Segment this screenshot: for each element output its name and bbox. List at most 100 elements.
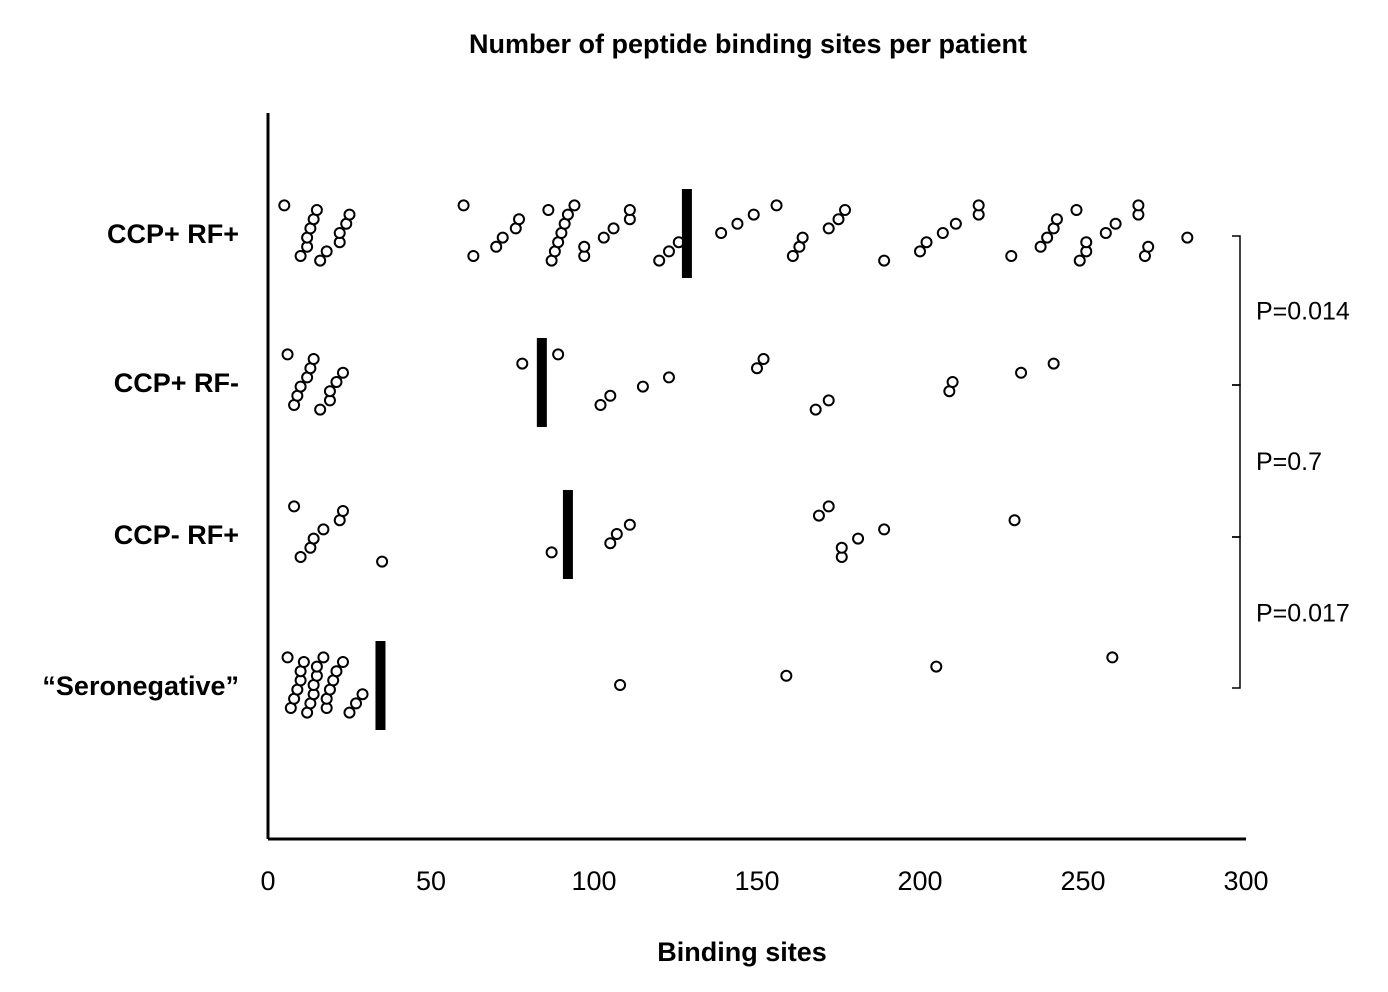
data-point <box>314 403 327 416</box>
data-point <box>310 204 323 216</box>
category-label: “Seronegative” <box>42 671 239 701</box>
median-bar <box>681 189 692 278</box>
data-point <box>930 660 943 673</box>
data-point <box>852 532 865 545</box>
data-point <box>294 250 307 262</box>
data-point <box>796 231 809 244</box>
data-point <box>294 380 307 393</box>
data-point <box>1070 204 1083 216</box>
data-point <box>516 357 529 370</box>
x-tick-label: 100 <box>571 866 616 896</box>
data-point <box>812 509 825 522</box>
data-point <box>323 385 336 398</box>
data-point <box>1047 357 1060 370</box>
data-point <box>1034 240 1047 253</box>
data-point <box>1181 231 1194 244</box>
data-point <box>317 523 330 536</box>
data-point <box>457 199 470 212</box>
data-point <box>972 199 985 212</box>
data-point <box>835 541 848 554</box>
x-tick-label: 50 <box>416 866 446 896</box>
data-point <box>780 669 793 682</box>
data-point <box>623 204 636 216</box>
data-point <box>878 254 891 267</box>
data-point <box>751 362 763 375</box>
data-point <box>1080 236 1093 249</box>
data-point <box>1132 199 1145 212</box>
data-point <box>561 208 574 221</box>
data-point <box>513 213 526 226</box>
data-point <box>662 245 675 258</box>
data-point <box>604 389 617 402</box>
data-point <box>294 551 307 563</box>
x-tick-labels: 0 50 100 150 200 250 300 <box>260 866 1268 896</box>
data-point <box>607 222 620 235</box>
data-point <box>333 227 346 239</box>
data-point <box>330 665 343 678</box>
category-label: CCP+ RF+ <box>107 219 239 249</box>
x-tick-label: 0 <box>260 866 275 896</box>
data-point <box>809 403 822 416</box>
data-point <box>568 199 581 212</box>
data-point <box>822 394 835 407</box>
data-point <box>594 399 607 411</box>
x-tick-label: 250 <box>1060 866 1105 896</box>
data-point <box>1041 231 1054 244</box>
median-bars <box>375 189 692 730</box>
data-point <box>770 199 783 212</box>
data-point <box>356 688 369 701</box>
data-point <box>278 199 291 212</box>
median-bar <box>536 338 547 427</box>
data-point <box>1109 217 1122 230</box>
data-point <box>496 231 509 244</box>
data-point <box>281 651 294 664</box>
data-point <box>288 500 301 513</box>
category-labels: CCP+ RF+ CCP+ RF- CCP- RF+ “Seronegative” <box>42 219 239 701</box>
data-point <box>467 250 480 262</box>
data-point <box>949 217 962 230</box>
significance-bracket <box>1232 384 1241 538</box>
data-point <box>822 222 835 235</box>
data-point <box>314 254 327 267</box>
category-label: CCP+ RF- <box>114 368 239 398</box>
data-point <box>1015 366 1028 379</box>
data-point <box>578 240 591 253</box>
data-point <box>281 348 294 361</box>
data-point <box>1050 213 1063 226</box>
data-point <box>715 227 728 239</box>
data-point <box>757 353 770 365</box>
data-point <box>317 651 330 664</box>
median-bar <box>562 490 573 579</box>
data-point <box>552 348 565 361</box>
data-point <box>936 227 949 239</box>
p-value-label: P=0.7 <box>1256 448 1322 476</box>
data-point <box>747 208 760 221</box>
data-point <box>832 213 845 226</box>
data-point <box>614 679 627 691</box>
median-bar <box>375 641 386 730</box>
data-point <box>1099 227 1112 239</box>
significance-bracket <box>1232 536 1241 689</box>
data-points <box>278 199 1194 719</box>
data-point <box>1073 254 1086 267</box>
data-point <box>1005 250 1018 262</box>
data-point <box>330 376 343 388</box>
x-tick-label: 200 <box>897 866 942 896</box>
data-point <box>1008 514 1021 527</box>
p-value-label: P=0.017 <box>1256 600 1350 628</box>
data-point <box>297 656 310 668</box>
data-point <box>307 353 320 365</box>
data-point <box>343 208 356 221</box>
data-point <box>597 231 610 244</box>
data-point <box>542 204 555 216</box>
chart-title: Number of peptide binding sites per pati… <box>469 29 1027 59</box>
data-point <box>786 250 799 262</box>
data-point <box>946 376 959 388</box>
data-point <box>1142 240 1155 253</box>
data-point <box>376 555 389 568</box>
data-point <box>350 697 363 710</box>
data-point <box>336 656 349 668</box>
data-point <box>1106 651 1119 664</box>
x-tick-label: 150 <box>734 866 779 896</box>
data-point <box>336 505 349 517</box>
